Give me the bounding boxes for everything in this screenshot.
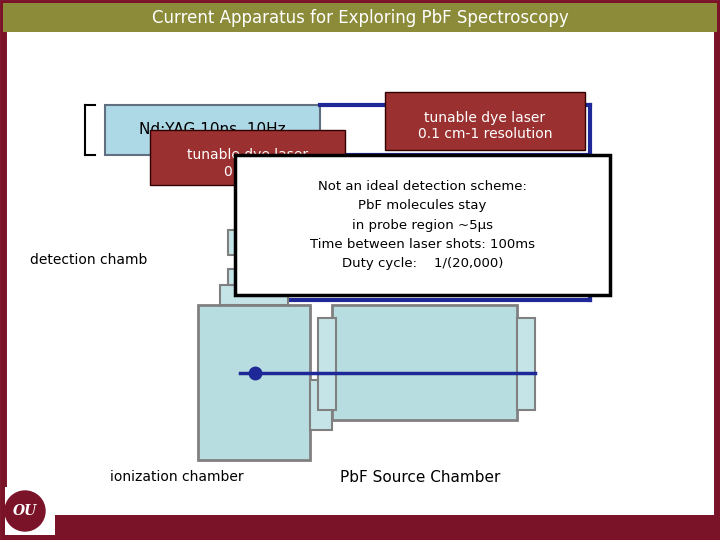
Text: 0.1 cm: 0.1 cm	[224, 165, 271, 179]
Bar	[220, 285, 288, 305]
Bar	[235, 155, 610, 295]
Circle shape	[5, 491, 45, 531]
Text: OU: OU	[13, 504, 37, 518]
Text: -1: -1	[270, 163, 279, 172]
Bar	[228, 269, 280, 285]
Bar	[228, 230, 280, 255]
Bar	[517, 318, 535, 410]
Bar	[237, 255, 271, 269]
Bar	[385, 92, 585, 150]
Bar	[198, 305, 310, 460]
Bar	[332, 305, 517, 420]
Text: Current Apparatus for Exploring PbF Spectroscopy: Current Apparatus for Exploring PbF Spec…	[152, 9, 568, 27]
Text: detection chamb: detection chamb	[30, 253, 148, 267]
Text: tunable dye laser: tunable dye laser	[187, 147, 308, 161]
Bar	[318, 318, 336, 410]
Text: tunable dye laser: tunable dye laser	[424, 111, 546, 125]
Bar	[150, 130, 345, 185]
Bar	[5, 487, 55, 535]
Bar	[3, 3, 717, 32]
Text: Not an ideal detection scheme:
PbF molecules stay
in probe region ~5μs
Time betw: Not an ideal detection scheme: PbF molec…	[310, 179, 535, 271]
Text: The University of Oklahoma: The University of Oklahoma	[532, 519, 710, 532]
Bar	[3, 515, 717, 537]
Text: resolution: resolution	[300, 165, 373, 179]
Text: PbF Source Chamber: PbF Source Chamber	[340, 469, 500, 484]
Bar	[237, 210, 271, 230]
Text: Nd:YAG 10ns, 10Hz: Nd:YAG 10ns, 10Hz	[139, 123, 286, 138]
Text: ionization chamber: ionization chamber	[110, 470, 243, 484]
Text: 0.1 cm-1 resolution: 0.1 cm-1 resolution	[418, 127, 552, 141]
Bar	[310, 380, 332, 430]
Bar	[105, 105, 320, 155]
